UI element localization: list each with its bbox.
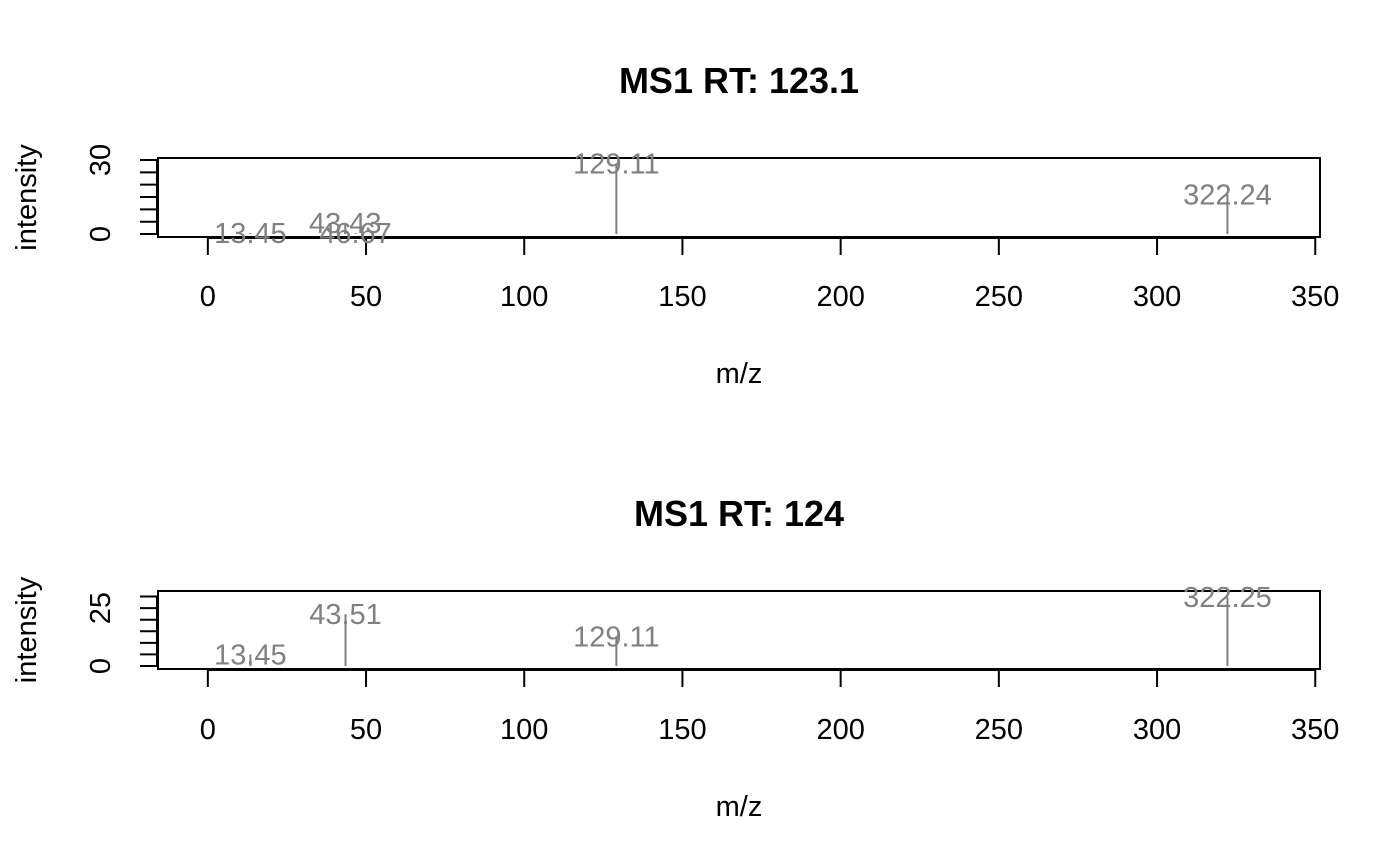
x-tick-label: 300 xyxy=(1133,281,1181,313)
peak-label: 46.67 xyxy=(319,218,392,250)
chart-title: MS1 RT: 123.1 xyxy=(619,60,859,101)
x-tick-label: 300 xyxy=(1133,714,1181,746)
x-tick-label: 350 xyxy=(1291,281,1339,313)
x-tick-label: 150 xyxy=(658,281,706,313)
peak-label: 13.45 xyxy=(214,639,287,671)
x-axis-label: m/z xyxy=(716,791,763,823)
x-tick-label: 350 xyxy=(1291,714,1339,746)
y-axis-label: intensity xyxy=(11,144,43,251)
peak-label: 43.51 xyxy=(309,599,382,631)
x-axis-label: m/z xyxy=(716,358,763,390)
x-tick-label: 200 xyxy=(816,714,864,746)
peak-label: 129.11 xyxy=(573,621,660,653)
x-tick-label: 250 xyxy=(975,714,1023,746)
x-tick-label: 100 xyxy=(500,281,548,313)
spectrum-panel: MS1 RT: 124 0 50 100 150 200 250 300 350 0 25 m/z in… xyxy=(11,493,1339,823)
y-tick-label: 30 xyxy=(85,144,117,176)
spectrum-panel: MS1 RT: 123.1 0 50 100 150 200 250 300 350 0 30 m/z… xyxy=(11,60,1339,390)
y-tick-label: 0 xyxy=(85,658,117,674)
x-tick-label: 250 xyxy=(975,281,1023,313)
x-tick-label: 50 xyxy=(350,281,382,313)
x-tick-label: 50 xyxy=(350,714,382,746)
peak-label: 322.25 xyxy=(1183,582,1272,614)
chart-title: MS1 RT: 124 xyxy=(634,493,844,534)
x-tick-label: 0 xyxy=(200,281,216,313)
y-tick-label: 25 xyxy=(85,592,117,624)
peak-label: 129.11 xyxy=(573,148,660,180)
peak-label: 13.45 xyxy=(214,218,287,250)
x-tick-label: 150 xyxy=(658,714,706,746)
y-axis-label: intensity xyxy=(11,576,43,683)
y-tick-label: 0 xyxy=(85,226,117,242)
peak-label: 43.43 xyxy=(309,208,382,240)
peak-label: 322.24 xyxy=(1183,179,1272,211)
x-tick-label: 200 xyxy=(816,281,864,313)
x-tick-label: 0 xyxy=(200,714,216,746)
x-tick-label: 100 xyxy=(500,714,548,746)
